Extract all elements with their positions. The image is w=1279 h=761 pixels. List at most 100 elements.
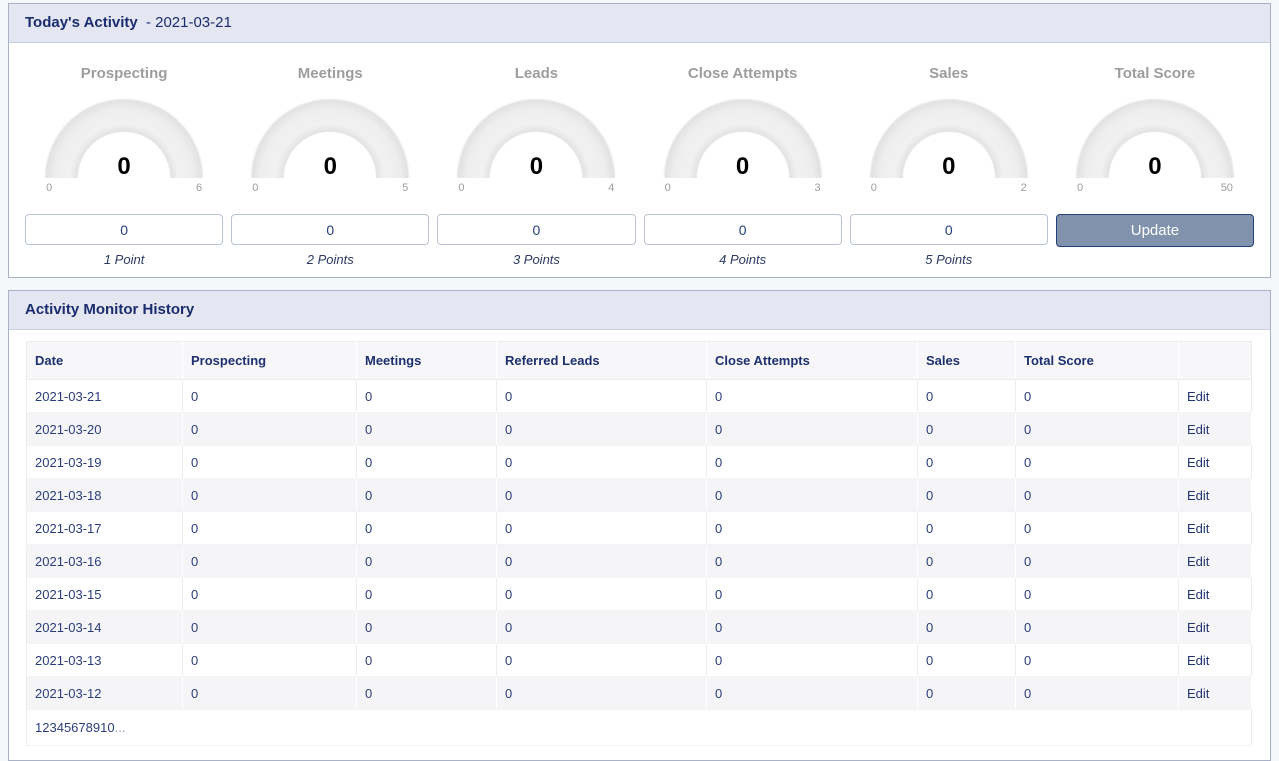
column-header-meetings: Meetings xyxy=(356,341,497,380)
edit-link[interactable]: Edit xyxy=(1187,652,1210,668)
gauge-max-label: 4 xyxy=(608,182,615,194)
page-link-8[interactable]: 8 xyxy=(85,720,93,735)
cell-prospecting: 0 xyxy=(182,445,357,479)
cell-date: 2021-03-21 xyxy=(26,379,183,413)
meetings-input[interactable] xyxy=(231,214,430,245)
cell-date: 2021-03-18 xyxy=(26,478,183,512)
cell-sales: 0 xyxy=(917,676,1016,710)
table-row: 2021-03-15 0 0 0 0 0 0 Edit xyxy=(26,577,1252,611)
cell-meetings: 0 xyxy=(356,643,497,677)
gauge-value-prospecting: 0 xyxy=(117,153,131,178)
column-header-total-score: Total Score xyxy=(1015,341,1179,380)
cell-meetings: 0 xyxy=(356,445,497,479)
cell-meetings: 0 xyxy=(356,379,497,413)
cell-close-attempts: 0 xyxy=(706,577,918,611)
gauge-value-close-attempts: 0 xyxy=(735,153,750,178)
cell-sales: 0 xyxy=(917,445,1016,479)
gauge-range-total-score: 0 50 xyxy=(1069,182,1241,195)
gauge-arc-close-attempts: 0 xyxy=(662,98,823,178)
page-link-5[interactable]: 5 xyxy=(63,720,72,735)
cell-sales: 0 xyxy=(917,544,1016,578)
activity-history-header: Activity Monitor History xyxy=(9,291,1270,330)
close-attempts-input[interactable] xyxy=(643,214,842,245)
column-header-actions xyxy=(1178,341,1252,380)
field-sales: 5 Points xyxy=(849,214,1048,267)
cell-meetings: 0 xyxy=(356,511,497,545)
update-button[interactable]: Update xyxy=(1055,214,1255,247)
gauge-range-leads: 0 4 xyxy=(450,182,622,195)
table-row: 2021-03-14 0 0 0 0 0 0 Edit xyxy=(26,610,1252,644)
cell-referred-leads: 0 xyxy=(496,676,707,710)
gauge-col-total-score: Total Score 0 0 50 Update xyxy=(1052,65,1258,267)
cell-prospecting: 0 xyxy=(182,412,357,446)
cell-close-attempts: 0 xyxy=(706,511,918,545)
edit-link[interactable]: Edit xyxy=(1187,454,1210,470)
table-row: 2021-03-16 0 0 0 0 0 0 Edit xyxy=(26,544,1252,578)
gauge-min-label: 0 xyxy=(870,182,877,194)
page-link-10[interactable]: 10 xyxy=(100,720,115,735)
gauge-value-meetings: 0 xyxy=(323,153,337,178)
cell-meetings: 0 xyxy=(356,610,497,644)
leads-input[interactable] xyxy=(437,214,636,245)
edit-link[interactable]: Edit xyxy=(1187,487,1210,503)
cell-edit: Edit xyxy=(1178,511,1252,545)
cell-referred-leads: 0 xyxy=(496,412,707,446)
cell-close-attempts: 0 xyxy=(706,676,918,710)
column-header-sales: Sales xyxy=(917,341,1016,380)
field-prospecting: 1 Point xyxy=(25,214,224,267)
cell-date: 2021-03-19 xyxy=(26,445,183,479)
edit-link[interactable]: Edit xyxy=(1187,388,1210,404)
cell-prospecting: 0 xyxy=(182,379,357,413)
page-link-9[interactable]: 9 xyxy=(92,720,101,735)
gauge-max-label: 2 xyxy=(1020,182,1027,194)
edit-link[interactable]: Edit xyxy=(1187,685,1210,701)
todays-activity-panel: Today's Activity - 2021-03-21 Prospectin… xyxy=(8,3,1271,278)
gauge-value-total-score: 0 xyxy=(1148,153,1162,178)
cell-referred-leads: 0 xyxy=(496,478,707,512)
page-link-1[interactable]: 1 xyxy=(35,720,43,735)
gauge-arc-total-score: 0 xyxy=(1074,98,1235,178)
cell-sales: 0 xyxy=(917,478,1016,512)
cell-total-score: 0 xyxy=(1015,610,1179,644)
page-link-6[interactable]: 6 xyxy=(71,720,79,735)
points-label-3: 3 Points xyxy=(512,252,560,267)
column-header-date: Date xyxy=(26,341,183,380)
edit-link[interactable]: Edit xyxy=(1187,553,1210,569)
cell-sales: 0 xyxy=(917,643,1016,677)
cell-referred-leads: 0 xyxy=(496,445,707,479)
gauge-min-label: 0 xyxy=(458,182,465,194)
edit-link[interactable]: Edit xyxy=(1187,421,1210,437)
gauge-title-sales: Sales xyxy=(929,65,969,82)
cell-prospecting: 0 xyxy=(182,544,357,578)
edit-link[interactable]: Edit xyxy=(1187,520,1210,536)
cell-total-score: 0 xyxy=(1015,478,1179,512)
cell-edit: Edit xyxy=(1178,610,1252,644)
sales-input[interactable] xyxy=(849,214,1048,245)
cell-close-attempts: 0 xyxy=(706,445,918,479)
edit-link[interactable]: Edit xyxy=(1187,619,1210,635)
edit-link[interactable]: Edit xyxy=(1187,586,1210,602)
cell-meetings: 0 xyxy=(356,676,497,710)
cell-edit: Edit xyxy=(1178,412,1252,446)
gauge-arc-meetings: 0 xyxy=(250,98,411,178)
cell-sales: 0 xyxy=(917,379,1016,413)
page-link-3[interactable]: 3 xyxy=(49,720,57,735)
pagination-row: 12345678910... xyxy=(26,709,1252,746)
cell-edit: Edit xyxy=(1178,676,1252,710)
page-link-2[interactable]: 2 xyxy=(42,720,50,735)
gauge-title-total-score: Total Score xyxy=(1114,65,1196,82)
gauge-col-leads: Leads 0 0 4 3 Points xyxy=(433,65,639,267)
column-header-referred-leads: Referred Leads xyxy=(496,341,707,380)
cell-prospecting: 0 xyxy=(182,511,357,545)
cell-prospecting: 0 xyxy=(182,577,357,611)
page-link-more[interactable]: ... xyxy=(114,720,126,735)
gauge-arc-sales: 0 xyxy=(868,98,1029,178)
cell-total-score: 0 xyxy=(1015,379,1179,413)
gauges-row: Prospecting 0 0 6 1 Point Meetings 0 xyxy=(9,43,1270,277)
cell-referred-leads: 0 xyxy=(496,643,707,677)
prospecting-input[interactable] xyxy=(25,214,224,245)
cell-prospecting: 0 xyxy=(182,478,357,512)
page-link-7[interactable]: 7 xyxy=(78,720,86,735)
page-link-4[interactable]: 4 xyxy=(56,720,64,735)
